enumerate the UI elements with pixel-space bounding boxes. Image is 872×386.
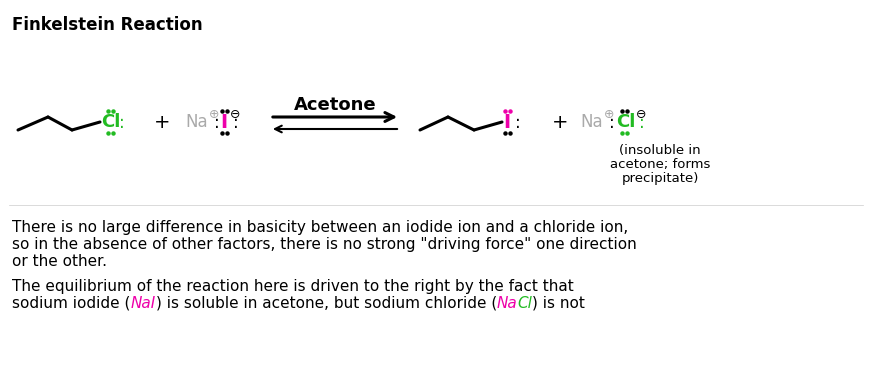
Text: sodium iodide (: sodium iodide ( xyxy=(12,296,131,311)
Text: +: + xyxy=(552,112,569,132)
Text: There is no large difference in basicity between an iodide ion and a chloride io: There is no large difference in basicity… xyxy=(12,220,628,235)
Text: ⊖: ⊖ xyxy=(230,108,241,122)
Text: :: : xyxy=(233,114,239,132)
Text: Na: Na xyxy=(497,296,518,311)
Text: Cl: Cl xyxy=(101,113,120,131)
Text: Cl: Cl xyxy=(616,113,636,131)
Text: The equilibrium of the reaction here is driven to the right by the fact that: The equilibrium of the reaction here is … xyxy=(12,279,574,294)
Text: Acetone: Acetone xyxy=(294,96,377,114)
Text: ⊖: ⊖ xyxy=(636,108,646,122)
Text: +: + xyxy=(153,112,170,132)
Text: ) is soluble in acetone, but sodium chloride (: ) is soluble in acetone, but sodium chlo… xyxy=(155,296,497,311)
Text: ⊕: ⊕ xyxy=(604,108,615,122)
Text: ) is not: ) is not xyxy=(533,296,585,311)
Text: :: : xyxy=(609,114,615,132)
Text: acetone; forms: acetone; forms xyxy=(610,158,710,171)
Text: Finkelstein Reaction: Finkelstein Reaction xyxy=(12,16,202,34)
Text: I: I xyxy=(503,112,510,132)
Text: I: I xyxy=(220,112,227,132)
Text: Na: Na xyxy=(185,113,208,131)
Text: :: : xyxy=(515,114,521,132)
Text: (insoluble in: (insoluble in xyxy=(619,144,701,157)
Text: or the other.: or the other. xyxy=(12,254,107,269)
Text: precipitate): precipitate) xyxy=(622,172,698,185)
Text: :: : xyxy=(119,114,125,132)
Text: Na: Na xyxy=(580,113,603,131)
Text: so in the absence of other factors, there is no strong "driving force" one direc: so in the absence of other factors, ther… xyxy=(12,237,637,252)
Text: :: : xyxy=(214,114,220,132)
Text: ⊕: ⊕ xyxy=(209,108,220,122)
Text: NaI: NaI xyxy=(131,296,155,311)
Text: :: : xyxy=(639,114,644,132)
Text: Cl: Cl xyxy=(518,296,533,311)
